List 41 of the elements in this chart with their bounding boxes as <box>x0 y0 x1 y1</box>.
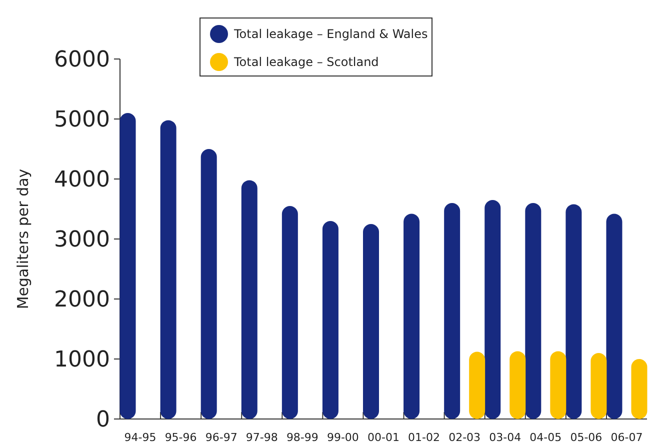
x-tick-label: 94-95 <box>124 431 156 444</box>
y-tick-label: 6000 <box>54 48 110 73</box>
bar <box>160 120 176 419</box>
x-tick-label: 04-05 <box>530 431 562 444</box>
y-tick-label: 2000 <box>54 288 110 313</box>
bar <box>469 352 486 419</box>
x-tick-label: 97-98 <box>246 431 278 444</box>
bar <box>363 224 379 419</box>
bar <box>444 203 460 419</box>
x-tick-label: 02-03 <box>448 431 481 444</box>
legend-label: Total leakage – Scotland <box>233 55 379 70</box>
x-tick-label: 99-00 <box>326 431 359 444</box>
bar <box>590 353 607 419</box>
bar <box>550 351 566 419</box>
bar <box>200 149 217 419</box>
x-tick-label: 05-06 <box>570 431 602 444</box>
bar <box>282 206 298 419</box>
bar <box>484 200 501 419</box>
bar <box>510 351 526 419</box>
bar <box>322 221 338 419</box>
x-tick-label: 03-04 <box>489 431 522 444</box>
x-tick-label: 96-97 <box>205 431 238 444</box>
y-tick-label: 0 <box>96 408 110 433</box>
bar <box>566 204 582 419</box>
y-tick-label: 1000 <box>54 348 110 373</box>
x-tick-label: 95-96 <box>164 431 197 444</box>
x-tick-label: 98-99 <box>286 431 318 444</box>
x-tick-label: 00-01 <box>368 431 400 444</box>
y-axis-title: Megaliters per day <box>14 168 32 310</box>
bar <box>404 214 420 419</box>
y-tick-label: 5000 <box>54 108 110 133</box>
x-tick-label: 06-07 <box>610 431 643 444</box>
y-tick-label: 3000 <box>54 228 110 253</box>
y-tick-label: 4000 <box>54 168 110 193</box>
bar <box>606 214 622 419</box>
bar <box>525 203 542 419</box>
bar <box>241 180 258 419</box>
bar <box>120 113 136 419</box>
x-tick-label: 01-02 <box>408 431 440 444</box>
bar <box>631 359 648 419</box>
legend-label: Total leakage – England & Wales <box>233 27 428 42</box>
